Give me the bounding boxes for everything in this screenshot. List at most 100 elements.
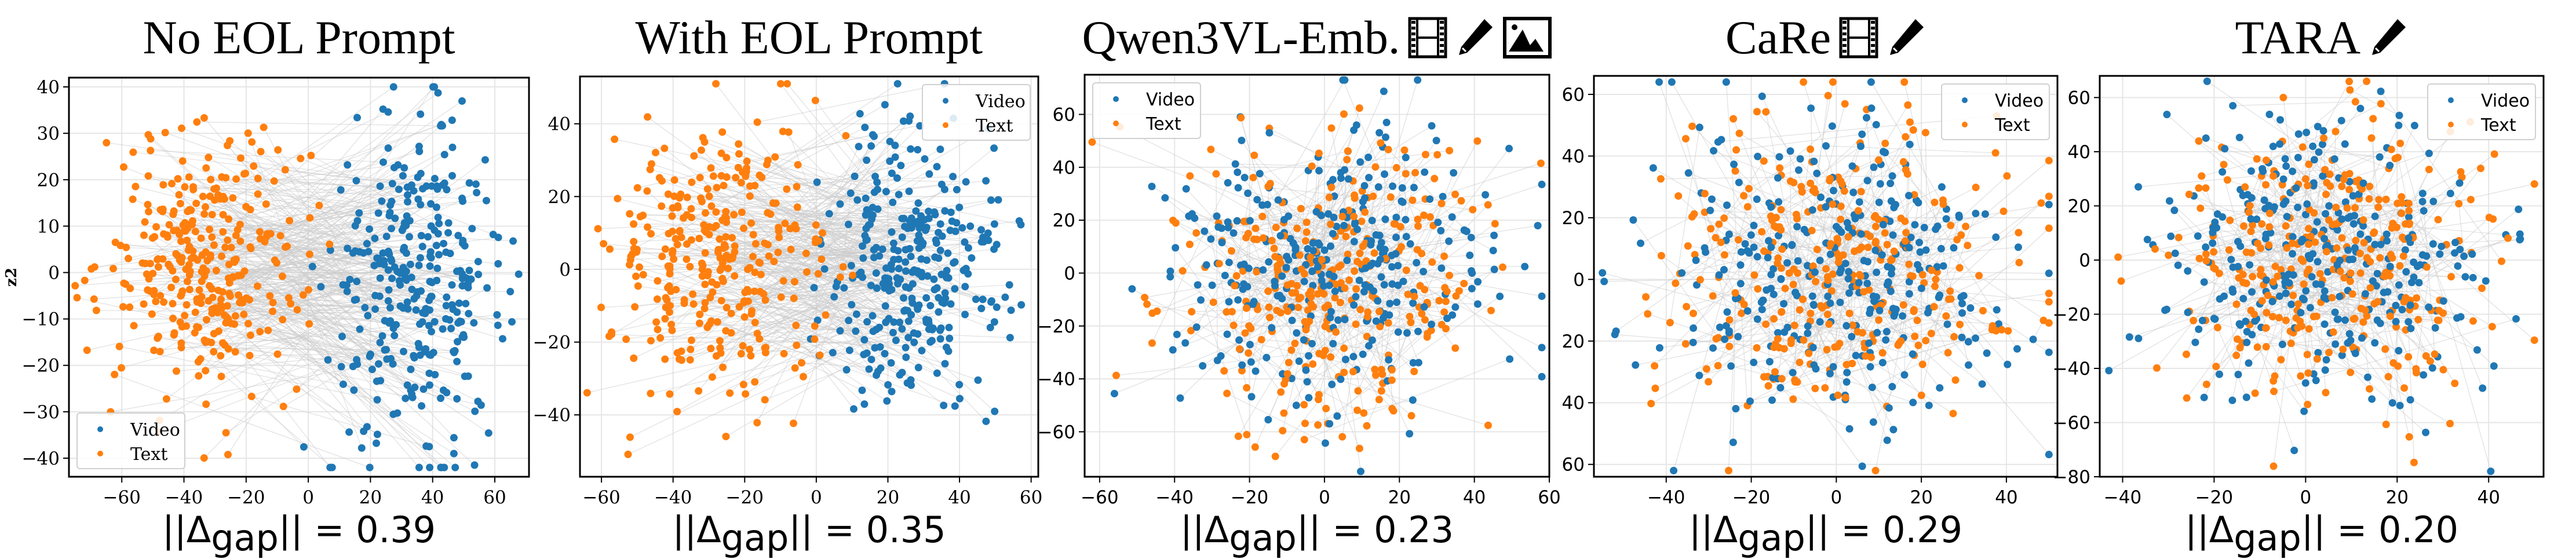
text-point <box>2362 306 2369 314</box>
text-point <box>2398 193 2405 200</box>
video-point <box>2436 250 2443 258</box>
video-point <box>2341 140 2349 148</box>
text-point <box>2245 209 2253 216</box>
video-point <box>2195 326 2202 333</box>
text-point <box>2412 365 2420 372</box>
text-point <box>2304 401 2311 408</box>
video-point <box>2303 200 2311 208</box>
text-point <box>2366 258 2374 265</box>
video-point <box>2282 198 2289 205</box>
text-point <box>2405 200 2413 207</box>
text-point <box>2365 195 2373 203</box>
text-point <box>2210 264 2217 272</box>
text-point <box>2198 172 2205 180</box>
text-point <box>2382 421 2390 428</box>
video-point <box>2244 191 2252 198</box>
video-point <box>2407 396 2414 404</box>
video-point <box>2212 315 2219 323</box>
text-point <box>2289 292 2297 299</box>
video-point <box>2265 111 2273 118</box>
video-point <box>2451 249 2458 257</box>
video-point <box>2163 111 2170 118</box>
text-point <box>2274 273 2281 280</box>
video-point <box>2163 306 2170 313</box>
text-point <box>2374 298 2381 305</box>
text-point <box>2329 294 2336 301</box>
video-point <box>2144 236 2151 243</box>
video-point <box>2377 87 2385 95</box>
video-point <box>2321 287 2329 295</box>
text-point <box>2457 168 2465 176</box>
text-point <box>2340 176 2348 183</box>
text-point <box>2262 181 2269 188</box>
video-point <box>2236 134 2243 141</box>
video-point <box>2469 274 2477 282</box>
video-point <box>2350 220 2358 228</box>
text-point <box>2338 234 2346 242</box>
text-point <box>2299 257 2307 265</box>
text-point <box>2214 324 2221 331</box>
text-point <box>2346 86 2354 94</box>
text-point <box>2393 200 2401 207</box>
text-point <box>2275 314 2283 321</box>
text-point <box>2300 280 2308 288</box>
video-point <box>2280 176 2287 183</box>
video-point <box>2331 341 2339 348</box>
text-point <box>2254 240 2261 247</box>
text-point <box>2332 128 2340 136</box>
video-point <box>2516 235 2524 243</box>
video-point <box>2352 349 2359 357</box>
text-point <box>2337 268 2344 275</box>
video-point <box>2482 277 2490 285</box>
text-point <box>2232 352 2240 359</box>
video-point <box>2383 237 2391 244</box>
text-point <box>2455 200 2462 207</box>
text-point <box>2316 270 2324 277</box>
video-point <box>2294 204 2301 211</box>
video-point <box>2392 318 2400 326</box>
video-point <box>2269 143 2277 150</box>
text-point <box>2347 277 2354 285</box>
video-point <box>2322 366 2329 374</box>
video-point <box>2376 154 2384 161</box>
text-point <box>2405 207 2413 214</box>
text-point <box>2294 324 2301 332</box>
text-point <box>2311 239 2319 246</box>
video-point <box>2490 362 2498 370</box>
text-point <box>2489 323 2496 330</box>
text-point <box>2489 215 2497 223</box>
text-point <box>2322 389 2329 396</box>
video-point <box>2515 206 2522 213</box>
text-point <box>2347 269 2355 277</box>
text-point <box>2185 191 2193 198</box>
video-point <box>2227 256 2235 264</box>
video-point <box>2402 268 2410 276</box>
text-point <box>2326 170 2334 178</box>
video-point <box>2262 235 2269 242</box>
video-point <box>2321 320 2329 328</box>
text-point <box>2253 155 2261 163</box>
text-point <box>2498 258 2505 265</box>
video-point <box>2422 429 2429 436</box>
video-point <box>2440 297 2447 305</box>
video-point <box>2512 315 2520 323</box>
video-point <box>2323 356 2330 364</box>
video-point <box>2307 304 2314 312</box>
video-point <box>2456 180 2464 187</box>
text-point <box>2396 262 2404 269</box>
video-point <box>2303 129 2310 136</box>
video-point <box>2479 385 2486 392</box>
text-point <box>2469 317 2477 325</box>
text-point <box>2279 94 2287 101</box>
text-point <box>2195 137 2202 145</box>
video-point <box>2461 273 2469 280</box>
video-point <box>2216 295 2224 303</box>
video-point <box>2184 309 2192 316</box>
video-point <box>2302 379 2309 387</box>
video-point <box>2209 239 2216 247</box>
video-point <box>2371 241 2378 249</box>
video-point <box>2263 276 2270 284</box>
text-point <box>2190 317 2197 324</box>
text-point <box>2249 273 2256 280</box>
